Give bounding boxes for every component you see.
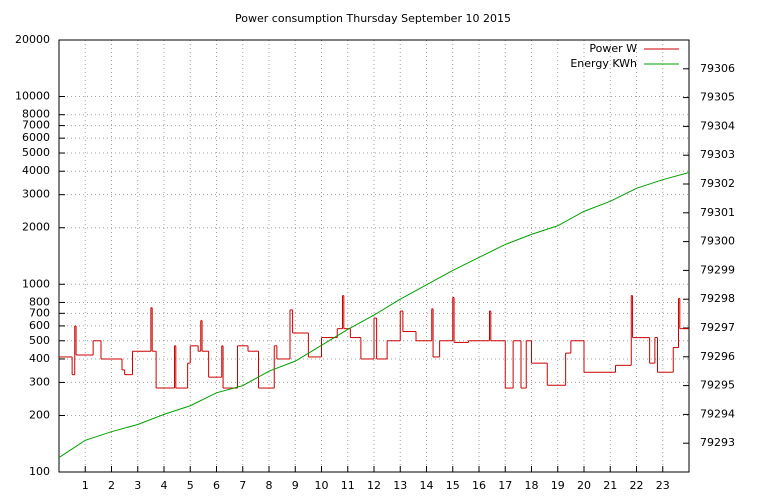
chart-title: Power consumption Thursday September 10 …	[235, 12, 511, 25]
y-tick-label: 10000	[15, 90, 50, 103]
y-tick-label: 100	[29, 465, 50, 478]
x-tick-label: 6	[213, 479, 220, 492]
y-tick-label: 400	[29, 352, 50, 365]
y2-tick-label: 79298	[700, 292, 735, 305]
x-tick-label: 14	[420, 479, 434, 492]
y2-tick-label: 79305	[700, 91, 735, 104]
y-tick-label: 8000	[22, 108, 50, 121]
x-tick-label: 22	[630, 479, 644, 492]
y-tick-label: 3000	[22, 188, 50, 201]
y2-tick-label: 79303	[700, 148, 735, 161]
y2-tick-label: 79299	[700, 263, 735, 276]
x-tick-label: 8	[266, 479, 273, 492]
legend-label: Energy KWh	[570, 57, 637, 70]
x-tick-label: 4	[161, 479, 168, 492]
x-tick-label: 3	[134, 479, 141, 492]
x-tick-label: 7	[239, 479, 246, 492]
x-tick-label: 17	[498, 479, 512, 492]
y-tick-label: 1000	[22, 277, 50, 290]
y-tick-label: 4000	[22, 164, 50, 177]
y2-tick-label: 79302	[700, 177, 735, 190]
y2-tick-label: 79301	[700, 206, 735, 219]
x-tick-label: 15	[446, 479, 460, 492]
y-tick-label: 20000	[15, 33, 50, 46]
y-tick-label: 500	[29, 334, 50, 347]
x-tick-label: 9	[292, 479, 299, 492]
x-tick-label: 19	[551, 479, 565, 492]
x-tick-label: 11	[341, 479, 355, 492]
x-tick-label: 2	[108, 479, 115, 492]
y-tick-label: 800	[29, 295, 50, 308]
y2-tick-label: 79297	[700, 321, 735, 334]
x-tick-label: 23	[656, 479, 670, 492]
y-tick-label: 600	[29, 319, 50, 332]
y-tick-label: 300	[29, 375, 50, 388]
plot-frame	[58, 39, 690, 473]
x-tick-label: 21	[603, 479, 617, 492]
y2-tick-label: 79304	[700, 119, 735, 132]
y2-tick-label: 79300	[700, 235, 735, 248]
energy-line	[59, 171, 689, 459]
x-tick-label: 10	[315, 479, 329, 492]
y2-tick-label: 79295	[700, 379, 735, 392]
y-tick-label: 2000	[22, 221, 50, 234]
x-tick-label: 18	[525, 479, 539, 492]
y-tick-label: 6000	[22, 131, 50, 144]
y-tick-label: 700	[29, 306, 50, 319]
x-tick-label: 1	[82, 479, 89, 492]
y2-tick-label: 79293	[700, 436, 735, 449]
x-tick-label: 16	[472, 479, 486, 492]
y-tick-label: 200	[29, 408, 50, 421]
x-tick-label: 5	[187, 479, 194, 492]
x-tick-label: 13	[393, 479, 407, 492]
y-tick-label: 7000	[22, 119, 50, 132]
y2-tick-label: 79306	[700, 62, 735, 75]
y-tick-label: 5000	[22, 146, 50, 159]
y2-tick-label: 79294	[700, 407, 735, 420]
x-tick-label: 12	[367, 479, 381, 492]
x-tick-label: 20	[577, 479, 591, 492]
y2-tick-label: 79296	[700, 350, 735, 363]
legend-label: Power W	[589, 42, 637, 55]
